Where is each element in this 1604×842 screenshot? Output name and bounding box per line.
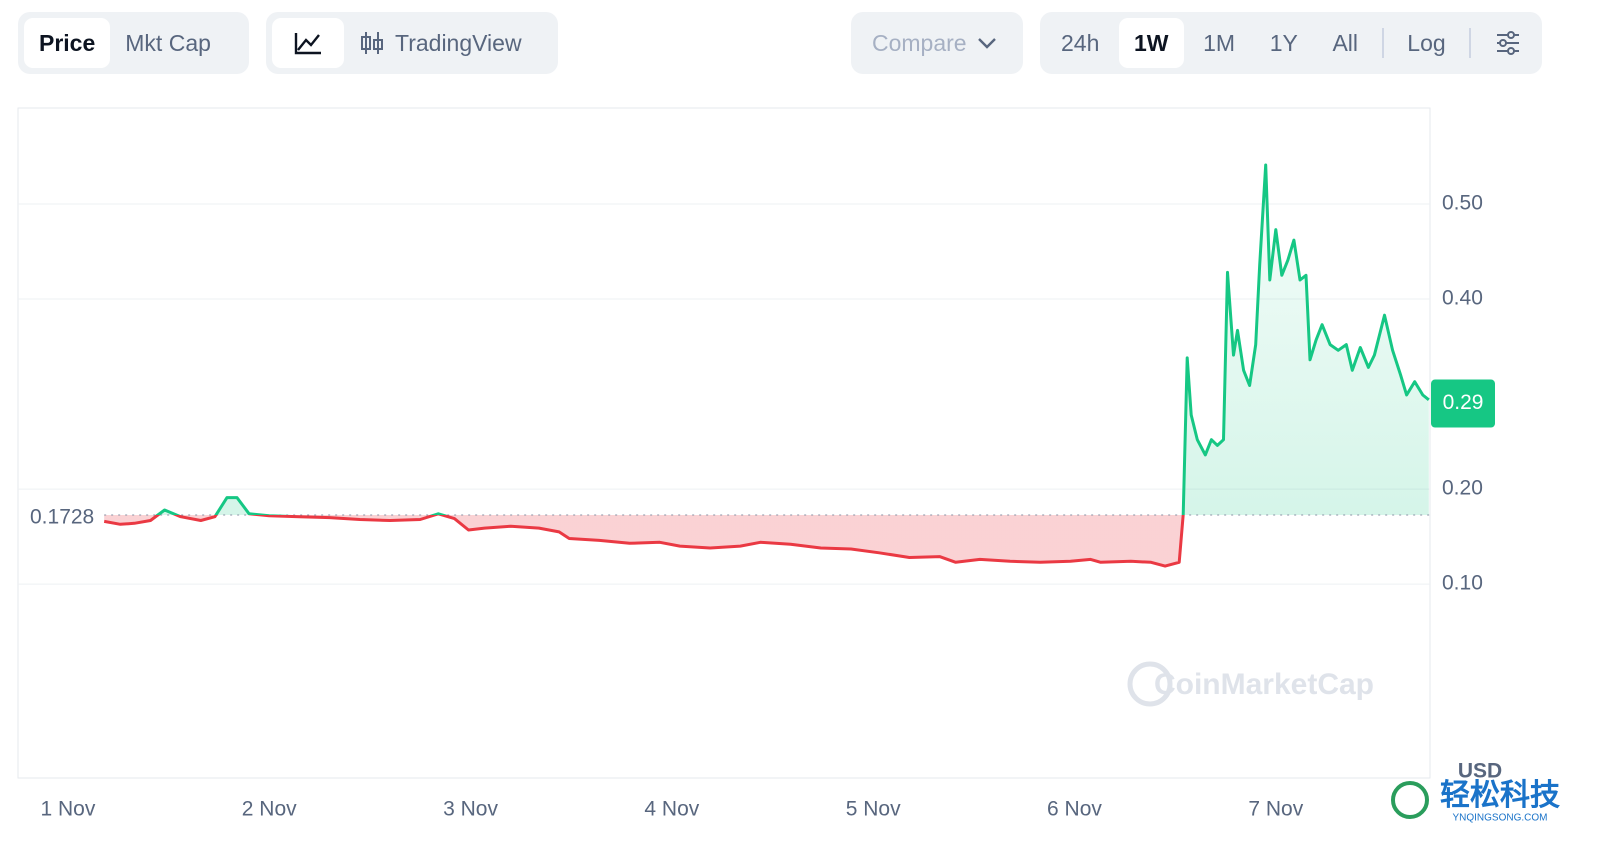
y-tick-label: 0.10	[1442, 572, 1483, 595]
y-tick-label: 0.20	[1442, 477, 1483, 500]
tradingview-label: TradingView	[395, 29, 522, 56]
badge-url: YNQINGSONG.COM	[1452, 813, 1547, 824]
range-1w[interactable]: 1W	[1119, 18, 1184, 68]
view-tabs: Price Mkt Cap	[18, 12, 249, 74]
watermark-logo	[1127, 661, 1173, 707]
price-line	[103, 163, 1430, 568]
x-tick-label: 6 Nov	[1047, 798, 1102, 821]
x-tick-label: 3 Nov	[443, 798, 498, 821]
range-all[interactable]: All	[1332, 29, 1359, 56]
range-24h[interactable]: 24h	[1061, 29, 1100, 56]
badge-name: 轻松科技	[1440, 779, 1560, 812]
mkt-cap-tab[interactable]: Mkt Cap	[125, 29, 211, 56]
range-1y[interactable]: 1Y	[1269, 29, 1298, 56]
current-price-box	[1431, 379, 1495, 428]
currency-label: USD	[1458, 760, 1502, 783]
line-icon	[294, 33, 321, 55]
chevron	[977, 38, 996, 49]
x-tick-label: 7 Nov	[1248, 798, 1303, 821]
baseline-label: 0.1728	[30, 505, 94, 528]
x-tick-label: 1 Nov	[40, 798, 95, 821]
y-tick-label: 0.40	[1442, 287, 1483, 310]
compare-text: Compare	[872, 29, 967, 56]
style-tabs: TradingView	[266, 12, 558, 74]
x-tick-label: 2 Nov	[242, 798, 297, 821]
range-1m[interactable]: 1M	[1203, 29, 1236, 56]
current-price-label: 0.29	[1443, 391, 1484, 414]
line-style-button[interactable]	[272, 18, 344, 68]
tradingview-button[interactable]: TradingView	[344, 18, 537, 68]
compare-dropdown[interactable]: Compare	[851, 12, 1023, 74]
candle-icon	[361, 32, 383, 54]
watermark: CoinMarketCap	[1154, 668, 1374, 701]
range-tabs: 24h 1W 1M 1Y All Log	[1040, 12, 1542, 74]
compare-label: Compare	[857, 18, 1012, 68]
log-toggle[interactable]: Log	[1407, 29, 1446, 56]
x-tick-label: 5 Nov	[846, 798, 901, 821]
settings-icon	[1496, 31, 1519, 55]
separator	[1469, 28, 1472, 58]
badge-logo	[1391, 781, 1429, 819]
plot-frame	[17, 107, 1431, 779]
separator	[1381, 28, 1384, 58]
x-tick-label: 4 Nov	[644, 798, 699, 821]
price-area	[104, 165, 1429, 567]
settings-button[interactable]	[1480, 18, 1536, 68]
y-tick-label: 0.50	[1442, 192, 1483, 215]
price-tab[interactable]: Price	[24, 18, 111, 68]
